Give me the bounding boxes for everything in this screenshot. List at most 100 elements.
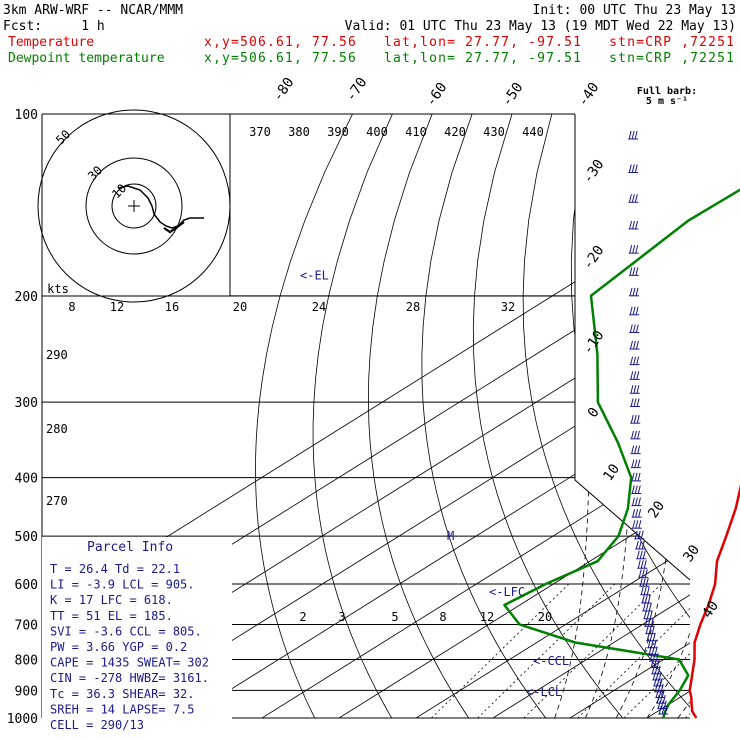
theta-label: 400	[366, 125, 388, 139]
wind-barb-flag	[660, 683, 664, 692]
wind-barb-flag	[637, 560, 641, 569]
dry-adiabat	[367, 114, 478, 718]
wind-barb-flag	[645, 625, 649, 634]
isotherm-line	[704, 114, 740, 731]
wind-barb-flag	[637, 497, 641, 506]
wind-barb-flag	[635, 520, 639, 529]
isotherm-label: -50	[499, 80, 527, 110]
wind-barb-flag	[631, 485, 635, 494]
wind-barb-flag	[635, 267, 639, 276]
wind-barb-flag	[634, 194, 638, 203]
wind-barb-flag	[637, 485, 641, 494]
wind-barb-flag	[644, 594, 648, 604]
hodograph-ring	[111, 183, 157, 229]
wind-barb-flag	[659, 695, 663, 704]
wind-barb-flag	[630, 356, 634, 365]
wind-barb-flag	[630, 415, 634, 424]
pressure-label: 900	[15, 684, 38, 699]
mixing-ratio-label: 20	[538, 610, 552, 624]
hodograph-trace	[163, 221, 185, 234]
hodograph-speed-label: 20	[233, 300, 247, 314]
wind-barb-flag	[634, 485, 638, 494]
parcel-info-title: Parcel Info	[87, 540, 173, 555]
wind-barb-flag	[648, 625, 652, 634]
wind-barb-flag	[632, 520, 636, 529]
wind-barb-flag	[635, 220, 639, 230]
wind-barb-flag	[660, 700, 664, 709]
wind-barb-flag	[634, 497, 638, 506]
dewpoint-location: x,y=506.61, 77.56 lat,lon= 27.77, -97.51…	[204, 51, 734, 66]
wind-barb-flag	[657, 683, 661, 692]
dry-adiabat	[472, 114, 634, 718]
isotherm-label: 40	[699, 598, 722, 621]
wind-barb-flag	[631, 194, 635, 203]
wind-barb-flag	[646, 586, 650, 595]
isotherm-line	[626, 114, 690, 718]
wind-barb-flag	[650, 659, 654, 668]
wind-barb-flag	[652, 632, 656, 641]
dewpoint-profile	[503, 188, 740, 719]
wind-barb-flag	[631, 472, 635, 482]
wind-barb-flag	[635, 540, 639, 550]
wind-barb-flag	[643, 610, 647, 619]
temperature-profile	[688, 484, 740, 719]
mixing-ratio-label: 8	[439, 610, 446, 624]
wind-barb-flag	[640, 560, 644, 569]
level-annotation: <-EL	[300, 268, 329, 282]
wind-barb-flag	[650, 618, 654, 627]
hodograph-units: kts	[47, 282, 69, 296]
barb-unit: 5 m s⁻¹	[646, 96, 688, 107]
wind-barb-flag	[635, 324, 639, 333]
wind-barb-flag	[629, 267, 633, 276]
wind-barb-flag	[629, 324, 633, 333]
hodograph-ring	[37, 109, 231, 303]
wind-barb-flag	[651, 665, 655, 674]
wind-barb-flag	[632, 324, 636, 333]
wind-barb-flag	[637, 472, 641, 482]
mixing-ratio-label: 3	[338, 610, 345, 624]
wind-barb-flag	[629, 340, 633, 350]
wind-barb-flag	[636, 430, 640, 439]
wind-barb-flag	[642, 602, 646, 612]
hodograph-speed-label: 28	[406, 300, 420, 314]
parcel-info-row: SREH = 14 LAPSE= 7.5	[50, 702, 195, 716]
grid-lines	[42, 114, 740, 731]
parcel-info-row: PW = 3.66 YGP = 0.2	[50, 640, 187, 654]
wind-barb-flag	[634, 445, 638, 454]
wind-barb-flag	[648, 602, 652, 612]
wind-barb-flag	[641, 569, 645, 578]
wind-barb-flag	[639, 550, 643, 559]
wind-barb-flag	[631, 459, 635, 468]
pressure-label: 700	[15, 618, 38, 633]
wind-barb-flag	[636, 550, 640, 559]
parcel-info-box: Parcel Info T = 26.4 Td = 22.1 LI = -3.9 …	[42, 537, 232, 732]
isotherm-label: -80	[270, 75, 298, 105]
moist-adiabat	[709, 220, 740, 718]
wind-barb-flag	[635, 340, 639, 350]
wind-barb-flag	[649, 652, 653, 662]
wind-barb-flag	[629, 220, 633, 230]
mixing-ratio-line	[523, 583, 662, 718]
moist-adiabat	[677, 220, 690, 718]
profile-layer	[503, 188, 740, 719]
pressure-label: 600	[15, 578, 38, 593]
wind-barb-flag	[639, 578, 643, 587]
hodograph-speed-label: 12	[110, 300, 124, 314]
wind-barb-flag	[646, 632, 650, 641]
theta-label: 390	[327, 125, 349, 139]
wind-barb-flag	[652, 671, 656, 681]
wind-barb-flag	[633, 385, 637, 394]
wind-barb-flag	[628, 194, 632, 203]
isotherm-label: -20	[580, 243, 608, 273]
dry-adiabat	[255, 114, 353, 718]
wind-barb-flag	[649, 610, 653, 619]
dry-adiabat	[662, 114, 690, 718]
theta-label: 420	[444, 125, 466, 139]
wind-barb-flag	[654, 683, 658, 692]
wind-barb-flag	[632, 245, 636, 254]
wind-barb-flag	[642, 550, 646, 559]
pressure-label: 100	[15, 108, 38, 123]
parcel-info-row: T = 26.4 Td = 22.1	[50, 562, 180, 576]
wind-barb-flag	[646, 610, 650, 619]
